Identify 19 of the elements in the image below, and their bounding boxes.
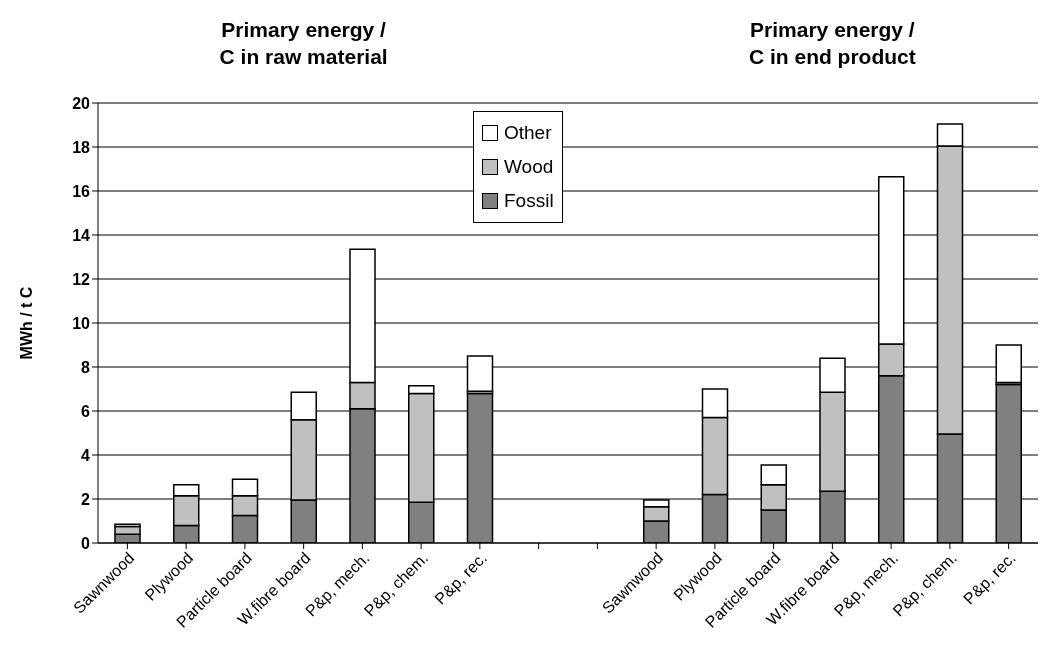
y-tick-label: 4 bbox=[81, 446, 91, 464]
x-tick-label: P&p, rec. bbox=[960, 549, 1019, 608]
y-tick-label: 14 bbox=[72, 226, 91, 244]
legend-label: Fossil bbox=[504, 190, 554, 212]
y-tick-label: 16 bbox=[72, 182, 91, 200]
y-axis-title: MWh / t C bbox=[17, 286, 35, 360]
text: Primary energy / C in raw material bbox=[218, 17, 389, 70]
y-tick-label: 18 bbox=[72, 138, 91, 156]
y-tick-label: 12 bbox=[72, 270, 91, 288]
legend-label: Other bbox=[504, 122, 552, 144]
y-tick-label: 6 bbox=[81, 402, 91, 420]
y-tick-label: 10 bbox=[72, 314, 91, 332]
legend-label: Wood bbox=[504, 156, 554, 178]
text: Primary energy / C in end product bbox=[747, 17, 917, 70]
y-tick-label: 20 bbox=[72, 94, 91, 112]
x-tick-label: P&p, rec. bbox=[431, 549, 491, 608]
y-tick-label: 0 bbox=[81, 534, 91, 552]
y-tick-label: 2 bbox=[81, 490, 91, 508]
y-tick-label: 8 bbox=[81, 358, 91, 376]
